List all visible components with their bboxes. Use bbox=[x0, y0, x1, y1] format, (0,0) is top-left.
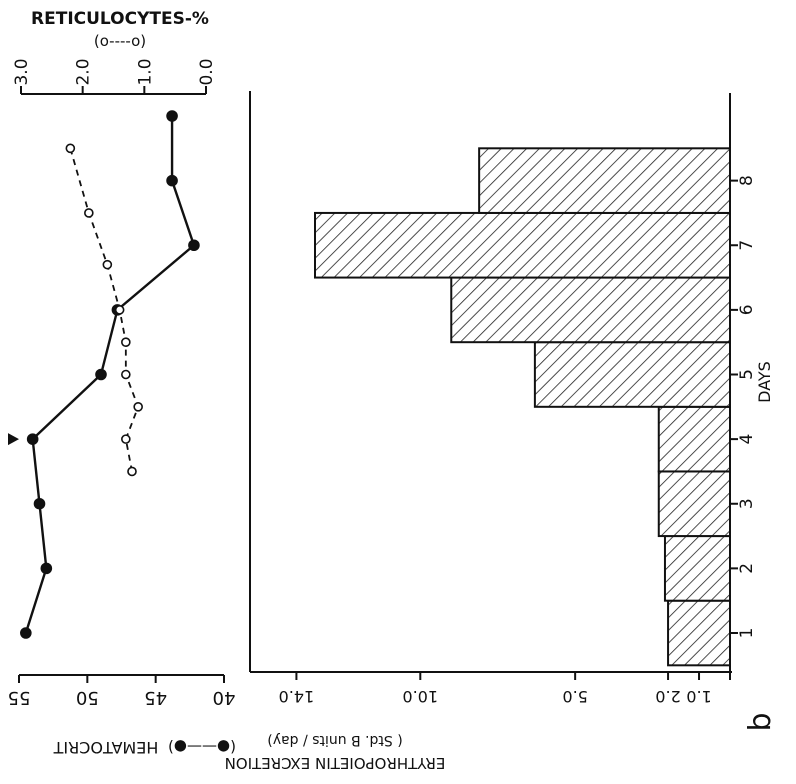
hematocrit-point bbox=[20, 627, 32, 639]
reticulocyte-point bbox=[65, 143, 76, 154]
day-tick-label: 5 bbox=[737, 369, 757, 380]
bar-day-1 bbox=[667, 599, 731, 667]
erythropoietin-units-label: ( Std. B units / day) bbox=[267, 732, 402, 748]
reticulocyte-axis-title: RETICULOCYTES-% bbox=[31, 9, 209, 29]
reticulocyte-tick-label: 1.0 bbox=[135, 58, 155, 85]
hematocrit-point bbox=[33, 497, 46, 510]
reticulocyte-point bbox=[114, 305, 125, 315]
reticulocyte-point bbox=[121, 434, 131, 444]
hematocrit-point bbox=[26, 433, 39, 445]
hematocrit-point bbox=[40, 562, 53, 575]
day-tick-label: 6 bbox=[737, 304, 757, 315]
hematocrit-tick-label: 40 bbox=[213, 687, 236, 708]
hematocrit-point bbox=[95, 368, 107, 381]
hematocrit-line bbox=[24, 116, 196, 634]
line-series-layer bbox=[8, 110, 200, 639]
bar-day-6 bbox=[450, 276, 731, 344]
day-tick-label: 3 bbox=[737, 498, 757, 509]
bar-value-axis-ticks: 14.0 10.0 5.0 2.0 1.0 bbox=[279, 672, 712, 706]
day-tick-label: 1 bbox=[737, 628, 757, 639]
day-tick-label: 7 bbox=[737, 240, 757, 251]
panel-label: b bbox=[743, 712, 778, 731]
reticulocyte-legend: (o----o) bbox=[94, 32, 146, 50]
erythropoietin-tick-label: 5.0 bbox=[562, 687, 587, 706]
hematocrit-tick-label: 45 bbox=[144, 687, 167, 708]
reticulocyte-line bbox=[69, 148, 140, 472]
reticulocyte-axis-ticks: 3.0 2.0 1.0 0.0 bbox=[12, 58, 217, 94]
day-tick-label: 4 bbox=[737, 434, 757, 445]
bar-day-5 bbox=[533, 341, 731, 408]
hematocrit-point bbox=[166, 174, 178, 187]
hematocrit-legend: (●——●) bbox=[168, 738, 236, 756]
erythropoietin-tick-label: 1.0 bbox=[686, 687, 711, 706]
bar-day-7 bbox=[314, 211, 731, 279]
reticulocyte-point bbox=[127, 466, 137, 477]
bar-day-2 bbox=[663, 535, 732, 602]
reticulocyte-point bbox=[121, 369, 131, 380]
reticulocyte-tick-label: 2.0 bbox=[74, 58, 94, 85]
erythropoietin-tick-label: 14.0 bbox=[279, 687, 315, 706]
hematocrit-axis-title: HEMATOCRIT bbox=[53, 738, 158, 757]
erythropoietin-tick-label: 10.0 bbox=[402, 687, 438, 706]
hematocrit-point bbox=[188, 239, 200, 252]
reticulocyte-point bbox=[133, 402, 143, 412]
bar-day-8 bbox=[478, 147, 731, 214]
bar-series-layer bbox=[314, 147, 732, 667]
days-axis-label: DAYS bbox=[755, 361, 774, 403]
hematocrit-point bbox=[166, 110, 178, 122]
erythropoietin-tick-label: 2.0 bbox=[655, 687, 680, 706]
day-tick-label: 2 bbox=[737, 563, 757, 574]
hematocrit-axis-ticks: 55 50 45 40 bbox=[8, 675, 236, 708]
reticulocyte-point bbox=[102, 259, 113, 270]
day-tick-label: 8 bbox=[737, 175, 757, 186]
reticulocyte-point bbox=[121, 337, 131, 347]
reticulocyte-tick-label: 0.0 bbox=[197, 58, 217, 85]
bar-day-3 bbox=[657, 470, 732, 538]
erythropoietin-axis-label: ERYTHROPOIETIN EXCRETION bbox=[225, 754, 446, 772]
bar-day-4 bbox=[657, 405, 732, 473]
injection-marker-icon bbox=[8, 433, 19, 446]
bar-category-axis-ticks: 1 2 3 4 5 6 7 8 bbox=[730, 175, 757, 638]
hematocrit-tick-label: 50 bbox=[76, 687, 99, 708]
hematocrit-tick-label: 55 bbox=[8, 687, 31, 708]
reticulocyte-point bbox=[84, 208, 94, 218]
reticulocyte-tick-label: 3.0 bbox=[12, 58, 32, 85]
